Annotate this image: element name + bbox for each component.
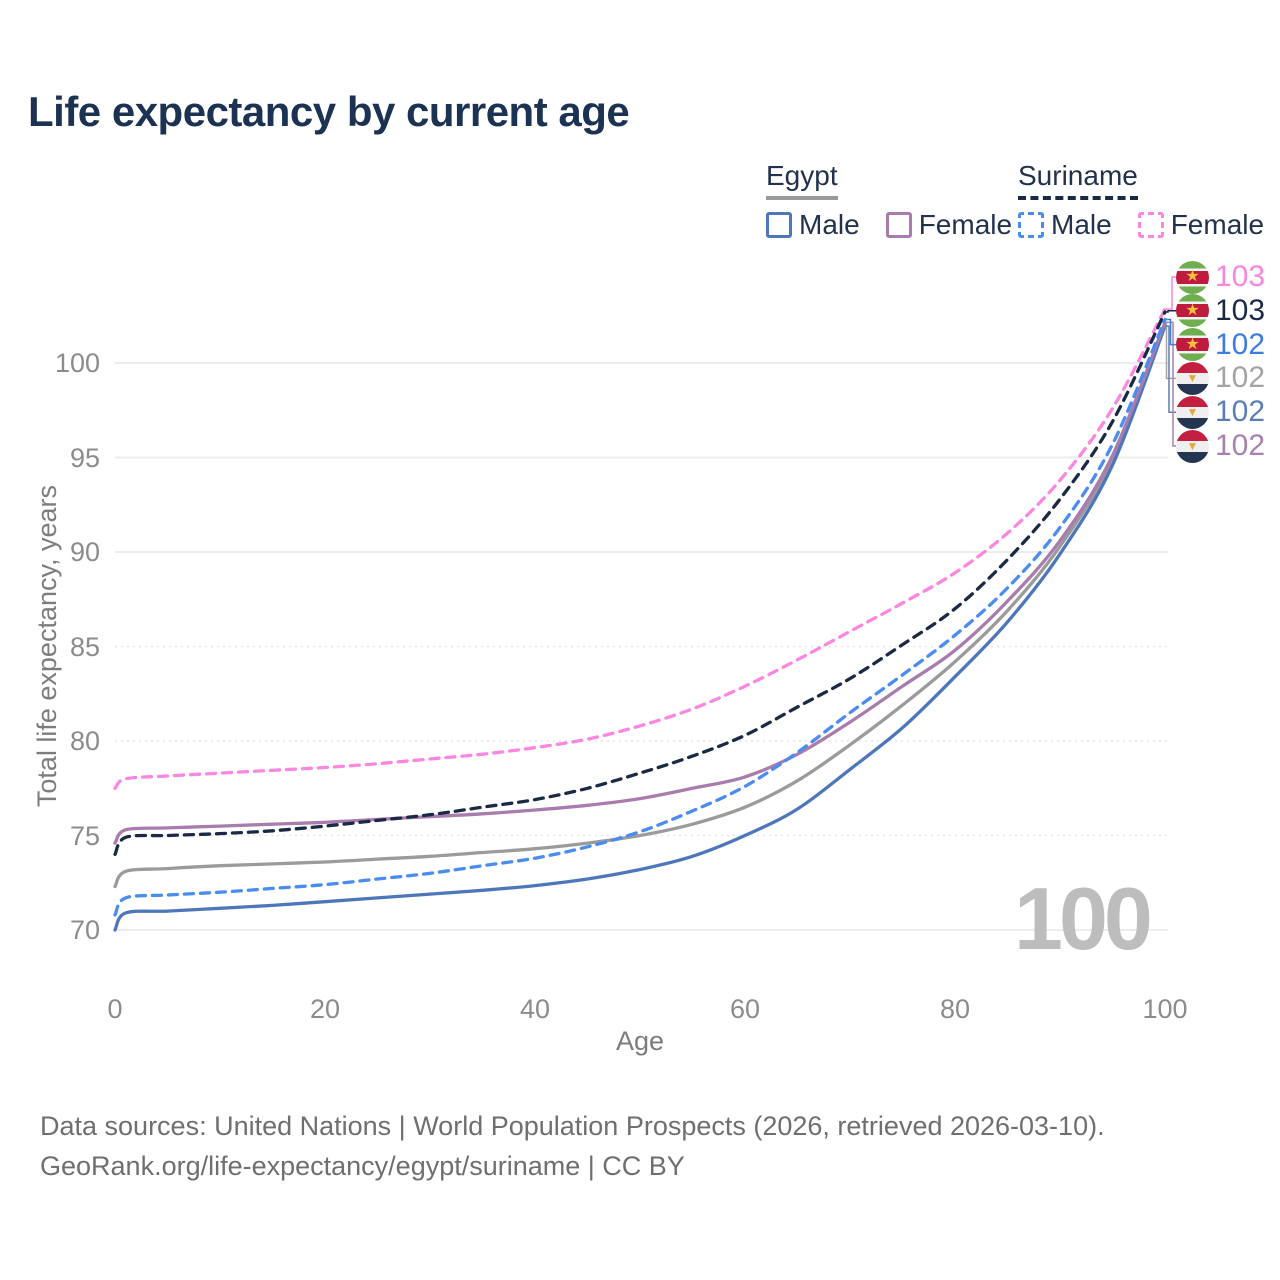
leader-line — [1166, 310, 1176, 313]
suriname-male-swatch-icon[interactable] — [1018, 212, 1044, 238]
y-tick-85: 85 — [69, 631, 100, 662]
data-source-line: Data sources: United Nations | World Pop… — [40, 1111, 1105, 1141]
series-line-suriname-total[interactable] — [113, 310, 1167, 857]
suriname-flag-icon — [1176, 328, 1209, 362]
x-tick-20: 20 — [309, 994, 341, 1024]
egypt-flag-icon — [1176, 361, 1209, 395]
x-tick-100: 100 — [1142, 994, 1188, 1024]
page-title: Life expectancy by current age — [28, 88, 630, 135]
suriname-flag-icon — [1176, 260, 1209, 294]
y-tick-70: 70 — [69, 915, 100, 945]
y-tick-95: 95 — [69, 442, 100, 473]
y-axis-title-wrap: Total life expectancy, years — [26, 363, 68, 930]
legend-group-suriname: Suriname Male Female — [1018, 160, 1264, 241]
legend-group-egypt: Egypt Male Female — [766, 160, 1012, 241]
egypt-flag-icon — [1176, 395, 1209, 429]
end-label-value: 103 — [1215, 260, 1266, 293]
series-line-egypt-male[interactable] — [113, 324, 1167, 932]
legend-item-suriname-male[interactable]: Male — [1018, 209, 1112, 241]
suriname-female-swatch-icon[interactable] — [1137, 212, 1164, 238]
legend-item-label: Male — [1051, 209, 1112, 240]
age-counter-watermark: 100 — [1014, 869, 1153, 968]
y-tick-100: 100 — [54, 348, 100, 378]
suriname-flag-icon — [1176, 294, 1209, 328]
legend-item-label: Female — [1170, 209, 1265, 240]
end-label-row: 102 — [1176, 395, 1265, 429]
footer: Data sources: United Nations | World Pop… — [40, 1106, 1105, 1186]
series-line-suriname-male[interactable] — [113, 317, 1167, 917]
end-label-row: 103 — [1176, 294, 1265, 328]
x-tick-60: 60 — [729, 994, 761, 1024]
legend-row-suriname: Male Female — [1018, 209, 1264, 241]
egypt-flag-icon — [1176, 429, 1209, 463]
x-axis-title: Age — [615, 1026, 665, 1056]
legend-header-suriname[interactable]: Suriname — [1018, 160, 1138, 200]
x-tick-40: 40 — [519, 994, 551, 1024]
legend-item-label: Female — [918, 209, 1013, 240]
legend-item-suriname-female[interactable]: Female — [1137, 209, 1265, 241]
series-line-egypt-total[interactable] — [113, 322, 1167, 889]
legend-header-egypt[interactable]: Egypt — [766, 160, 838, 200]
egypt-male-swatch-icon[interactable] — [766, 212, 792, 238]
end-label-value: 102 — [1215, 429, 1266, 462]
y-tick-75: 75 — [69, 820, 100, 851]
y-tick-80: 80 — [69, 726, 100, 756]
end-label-row: 102 — [1176, 429, 1265, 463]
legend-item-egypt-female[interactable]: Female — [885, 209, 1013, 241]
legend-item-egypt-male[interactable]: Male — [766, 209, 860, 241]
end-label-value: 102 — [1215, 361, 1266, 395]
end-label-row: 102 — [1176, 328, 1265, 362]
leader-line — [1166, 321, 1176, 447]
leader-line — [1166, 276, 1176, 310]
y-tick-90: 90 — [69, 537, 100, 567]
end-label-row: 102 — [1176, 361, 1265, 395]
attribution-line: GeoRank.org/life-expectancy/egypt/surina… — [40, 1151, 685, 1181]
x-tick-80: 80 — [939, 994, 971, 1024]
leader-line — [1166, 318, 1176, 346]
end-label-value: 102 — [1215, 327, 1266, 361]
y-axis-title: Total life expectancy, years — [31, 485, 62, 808]
end-label-value: 102 — [1215, 395, 1266, 429]
egypt-female-swatch-icon[interactable] — [885, 212, 912, 238]
leader-line — [1165, 323, 1176, 380]
series-line-suriname-female[interactable] — [113, 307, 1167, 790]
end-label-value: 103 — [1215, 293, 1266, 327]
legend-item-label: Male — [799, 209, 860, 240]
x-tick-0: 0 — [107, 994, 123, 1024]
legend-row-egypt: Male Female — [766, 209, 1012, 241]
end-label-row: 103 — [1176, 260, 1265, 294]
series-line-egypt-female[interactable] — [113, 320, 1167, 845]
